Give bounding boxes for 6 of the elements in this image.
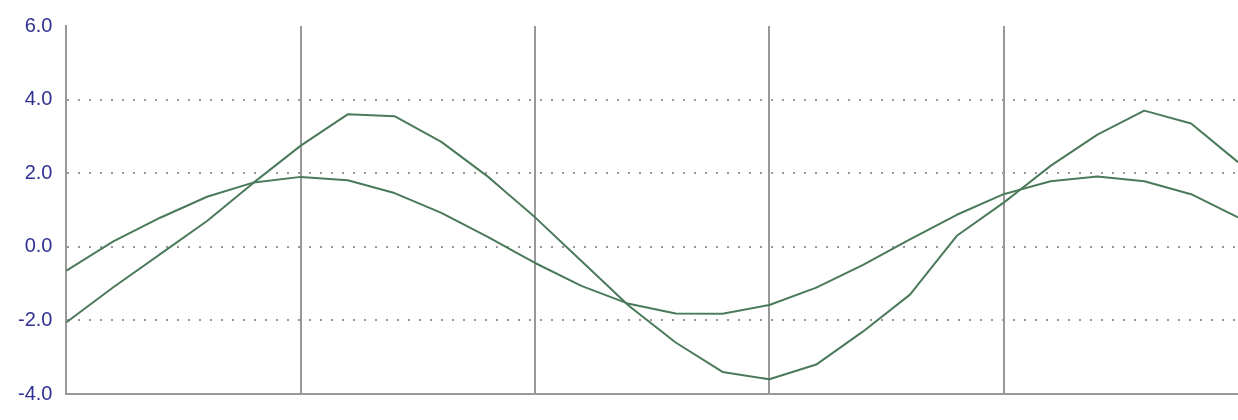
y-tick-label: -4.0 (17, 381, 53, 404)
y-tick-label: 0.0 (24, 234, 53, 257)
y-tick-label: -2.0 (17, 307, 53, 330)
y-tick-label: 2.0 (24, 160, 53, 183)
y-tick-label: 4.0 (24, 87, 53, 110)
y-tick-label: 6.0 (24, 13, 53, 36)
